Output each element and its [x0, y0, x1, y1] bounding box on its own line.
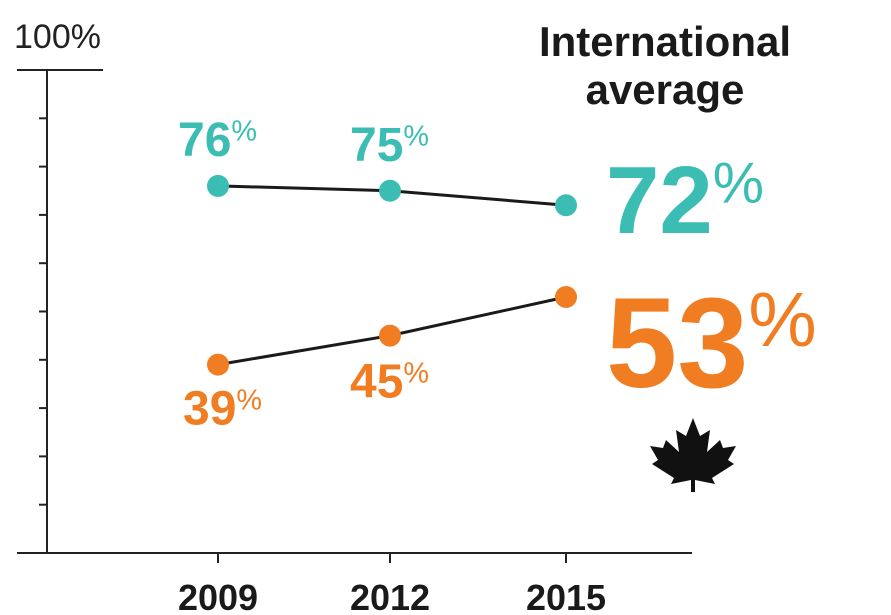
- data-label: 75%: [350, 119, 429, 172]
- maple-leaf: [650, 418, 736, 492]
- data-point: [555, 286, 577, 309]
- y-tick-label: 100%: [14, 18, 101, 56]
- data-point: [379, 179, 401, 202]
- data-label: 53%: [606, 272, 817, 415]
- chart-title: average: [586, 66, 745, 113]
- data-label: 45%: [350, 356, 429, 409]
- data-label: 76%: [178, 114, 257, 167]
- data-point: [555, 194, 577, 217]
- data-label: 72%: [606, 147, 764, 254]
- data-point: [207, 353, 229, 376]
- data-label: 39%: [183, 383, 262, 436]
- chart-title: International: [539, 18, 791, 65]
- x-tick-label: 2009: [178, 577, 258, 615]
- x-tick-label: 2012: [350, 577, 430, 615]
- data-point: [207, 174, 229, 197]
- data-point: [379, 324, 401, 347]
- x-tick-label: 2015: [526, 577, 606, 615]
